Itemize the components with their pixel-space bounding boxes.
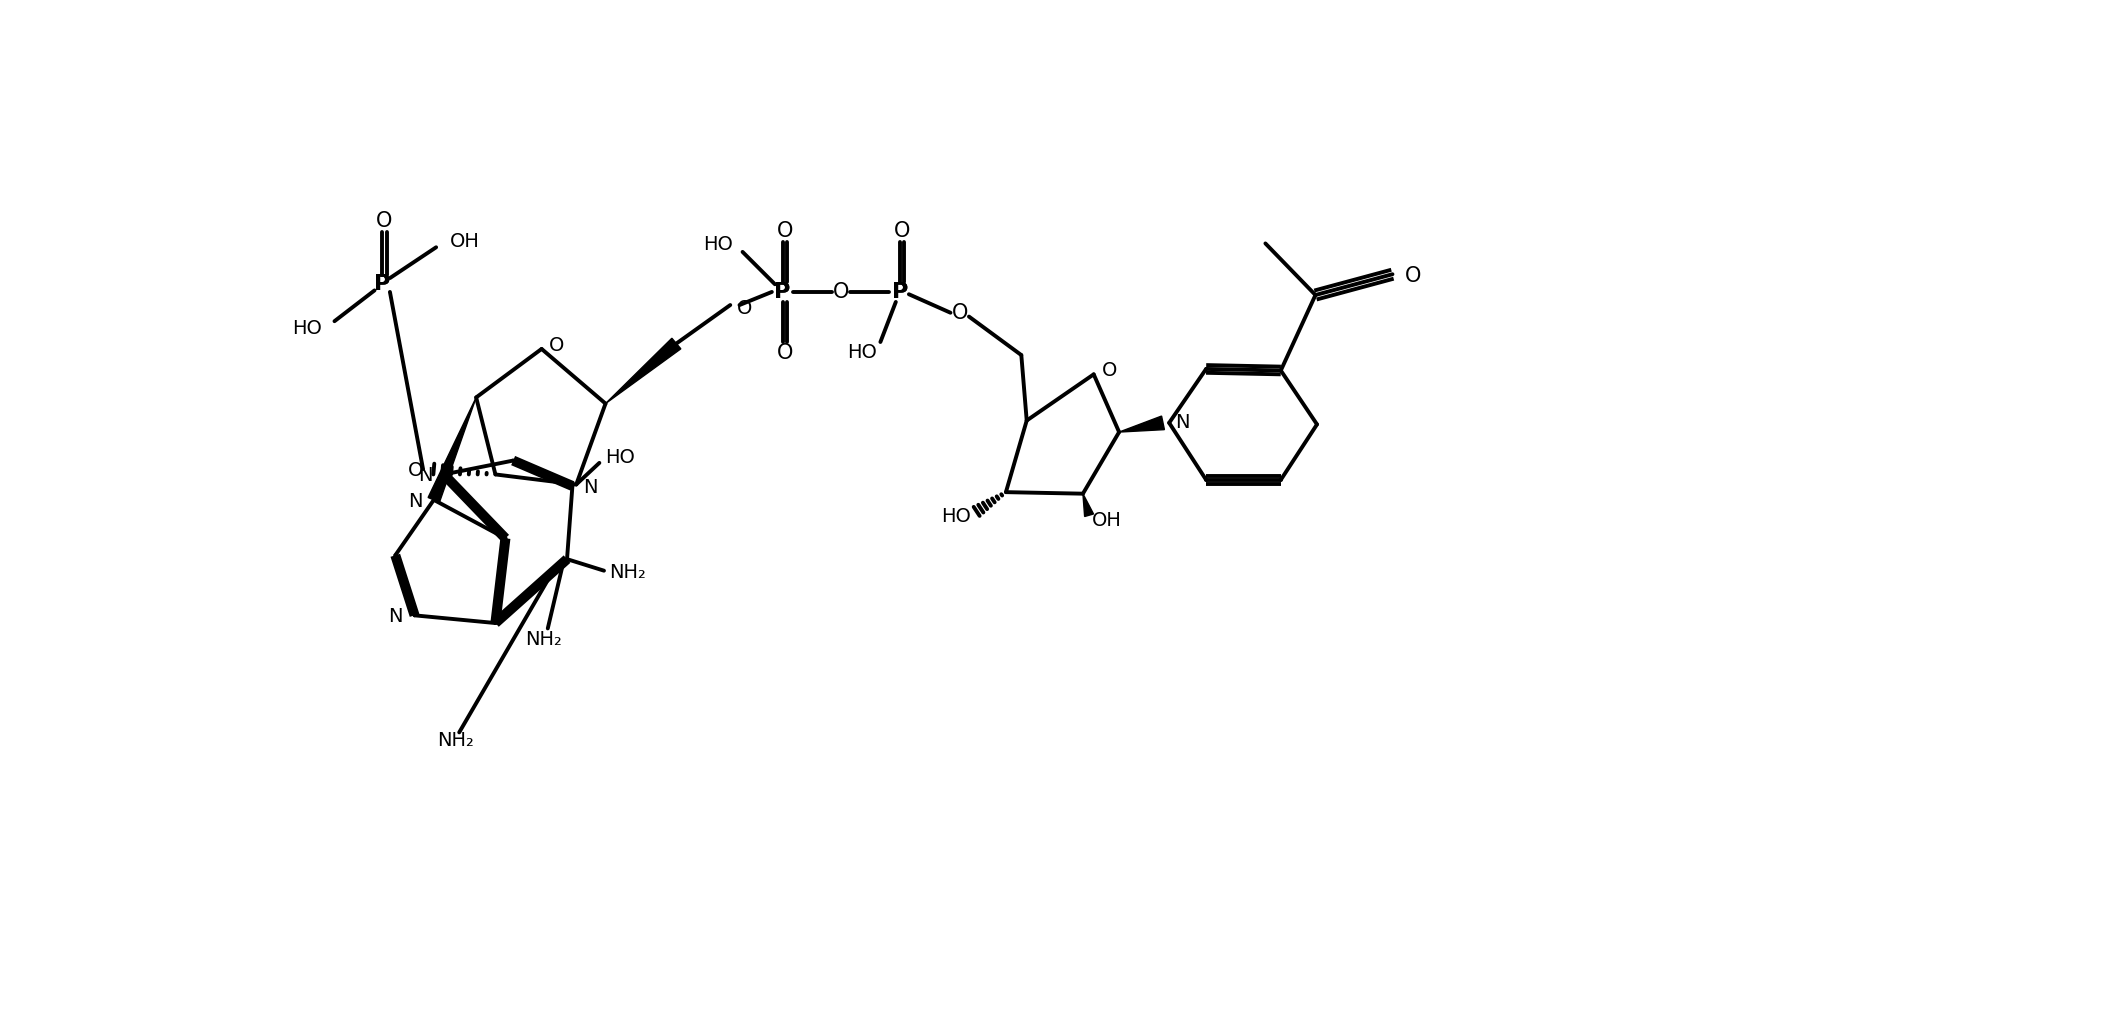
Text: HO: HO	[606, 448, 635, 467]
Text: OH: OH	[450, 233, 480, 251]
Text: NH₂: NH₂	[438, 731, 473, 750]
Text: N: N	[1176, 414, 1191, 432]
Polygon shape	[427, 397, 476, 503]
Text: NH₂: NH₂	[610, 564, 646, 582]
Text: O: O	[736, 300, 751, 318]
Text: P: P	[375, 274, 391, 295]
Text: P: P	[892, 282, 907, 302]
Text: N: N	[583, 478, 598, 497]
Text: O: O	[776, 342, 793, 363]
Text: HO: HO	[846, 343, 877, 362]
Polygon shape	[606, 338, 682, 403]
Text: O: O	[951, 303, 968, 323]
Text: O: O	[894, 221, 911, 241]
Text: O: O	[549, 336, 564, 355]
Text: N: N	[419, 466, 433, 486]
Polygon shape	[1084, 493, 1094, 517]
Text: P: P	[892, 282, 907, 302]
Text: N: N	[387, 607, 402, 627]
Text: N: N	[408, 492, 423, 511]
Text: HO: HO	[940, 508, 972, 526]
Text: P: P	[774, 282, 791, 302]
Text: O: O	[1100, 361, 1117, 379]
Text: O: O	[1405, 266, 1420, 285]
Text: O: O	[833, 282, 850, 302]
Text: HO: HO	[703, 235, 732, 253]
Text: OH: OH	[1092, 511, 1121, 530]
Text: O: O	[776, 221, 793, 241]
Text: P: P	[774, 282, 791, 302]
Polygon shape	[1119, 416, 1164, 432]
Text: NH₂: NH₂	[526, 631, 562, 649]
Text: O: O	[408, 461, 423, 480]
Text: HO: HO	[292, 320, 322, 338]
Text: O: O	[377, 211, 393, 232]
Text: P: P	[375, 274, 391, 295]
